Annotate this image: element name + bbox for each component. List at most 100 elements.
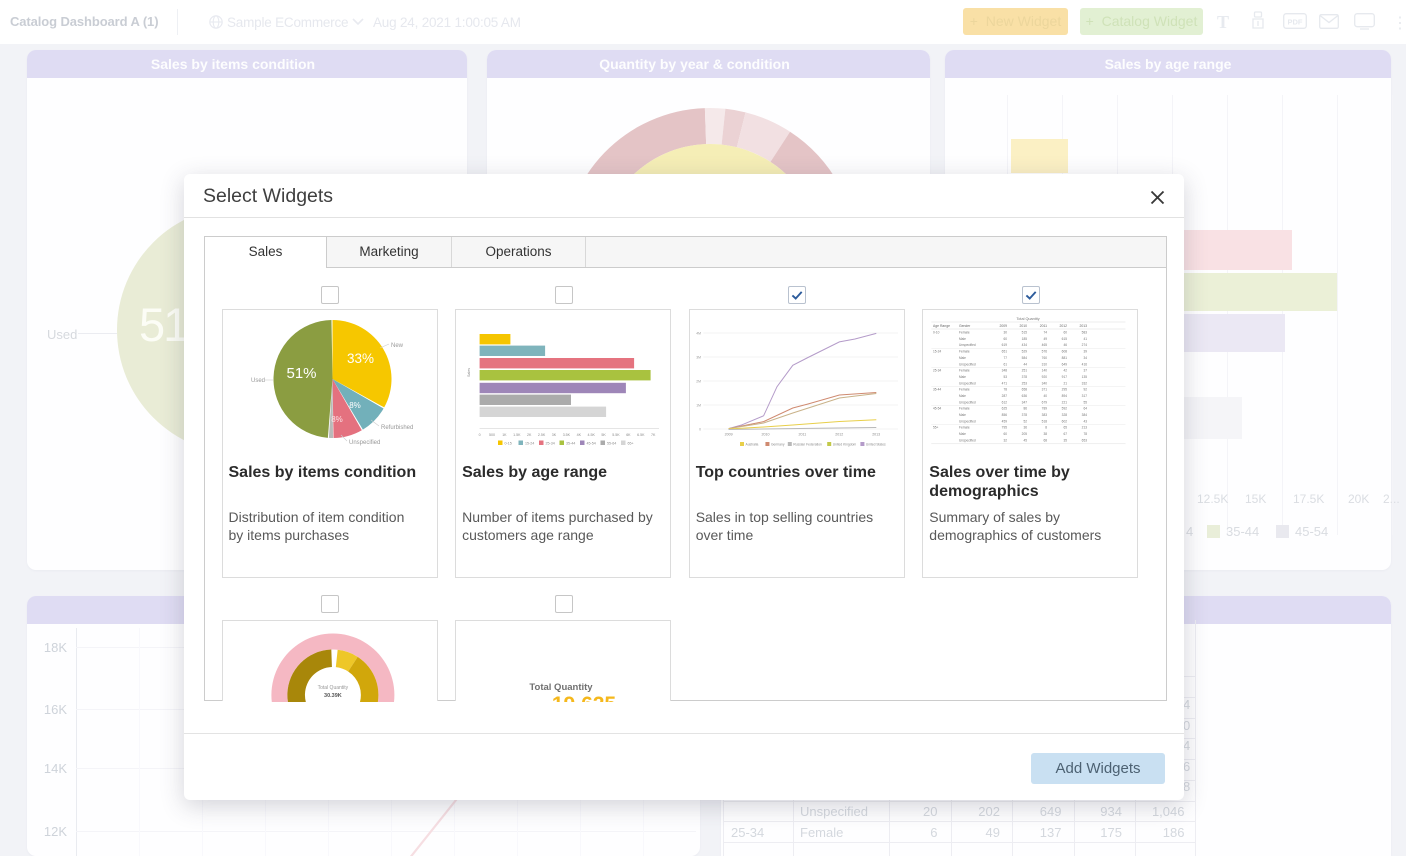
svg-text:2M: 2M xyxy=(696,380,701,384)
svg-text:Male: Male xyxy=(959,413,966,417)
svg-text:86: 86 xyxy=(1024,407,1028,411)
svg-text:55: 55 xyxy=(1084,400,1088,404)
svg-text:295: 295 xyxy=(1062,388,1068,392)
svg-text:77: 77 xyxy=(1004,356,1008,360)
svg-text:881: 881 xyxy=(1062,356,1068,360)
svg-text:287: 287 xyxy=(1002,394,1008,398)
svg-text:789: 789 xyxy=(1042,407,1048,411)
svg-text:619: 619 xyxy=(1002,343,1008,347)
svg-text:39: 39 xyxy=(1084,350,1088,354)
svg-text:3.5K: 3.5K xyxy=(563,433,571,437)
svg-text:1K: 1K xyxy=(502,433,507,437)
svg-text:15-24: 15-24 xyxy=(525,442,534,446)
svg-text:4.5K: 4.5K xyxy=(588,433,596,437)
svg-text:6K: 6K xyxy=(626,433,631,437)
svg-text:340: 340 xyxy=(1042,381,1048,385)
svg-text:Age Range: Age Range xyxy=(933,324,950,328)
svg-text:612: 612 xyxy=(1002,400,1008,404)
svg-text:2009: 2009 xyxy=(724,433,732,437)
svg-text:36: 36 xyxy=(1024,426,1028,430)
svg-text:33%: 33% xyxy=(346,351,373,366)
svg-text:3M: 3M xyxy=(696,356,701,360)
svg-text:658: 658 xyxy=(1022,388,1028,392)
svg-text:78: 78 xyxy=(1084,432,1088,436)
svg-text:55+: 55+ xyxy=(933,426,939,430)
svg-text:328: 328 xyxy=(1062,413,1068,417)
svg-text:45-54: 45-54 xyxy=(587,442,596,446)
svg-text:45-54: 45-54 xyxy=(933,407,941,411)
svg-text:8%: 8% xyxy=(331,415,343,424)
svg-text:653: 653 xyxy=(1082,438,1088,442)
svg-text:185: 185 xyxy=(1022,337,1028,341)
svg-text:274: 274 xyxy=(1082,343,1088,347)
svg-text:53: 53 xyxy=(1004,375,1008,379)
svg-text:5.5K: 5.5K xyxy=(612,433,620,437)
svg-text:Female: Female xyxy=(959,331,970,335)
svg-text:332: 332 xyxy=(1082,381,1088,385)
svg-text:Unspecified: Unspecified xyxy=(959,419,976,423)
svg-text:2010: 2010 xyxy=(761,433,769,437)
svg-text:856: 856 xyxy=(1002,413,1008,417)
svg-text:3K: 3K xyxy=(552,433,557,437)
svg-text:615: 615 xyxy=(1062,337,1068,341)
svg-text:Australia: Australia xyxy=(745,443,758,447)
svg-text:2009: 2009 xyxy=(1000,324,1008,328)
svg-text:30.39K: 30.39K xyxy=(324,693,342,699)
svg-text:60: 60 xyxy=(1004,337,1008,341)
svg-text:2K: 2K xyxy=(527,433,532,437)
svg-text:55-64: 55-64 xyxy=(607,442,616,446)
svg-text:0-15: 0-15 xyxy=(505,442,512,446)
svg-text:44: 44 xyxy=(1024,362,1028,366)
svg-text:65: 65 xyxy=(1064,426,1068,430)
svg-text:2010: 2010 xyxy=(1020,324,1028,328)
svg-text:917: 917 xyxy=(1062,375,1068,379)
svg-text:Male: Male xyxy=(959,356,966,360)
svg-text:74: 74 xyxy=(1044,331,1048,335)
svg-text:140: 140 xyxy=(1042,369,1048,373)
svg-text:465: 465 xyxy=(1042,343,1048,347)
svg-text:0-10: 0-10 xyxy=(933,331,940,335)
svg-text:383: 383 xyxy=(1042,413,1048,417)
svg-text:500: 500 xyxy=(489,433,495,437)
svg-text:21: 21 xyxy=(1064,381,1068,385)
svg-text:32: 32 xyxy=(1004,438,1008,442)
svg-text:378: 378 xyxy=(1022,375,1028,379)
svg-text:348: 348 xyxy=(1002,369,1008,373)
svg-text:894: 894 xyxy=(1062,394,1068,398)
svg-text:378: 378 xyxy=(1022,413,1028,417)
svg-text:38: 38 xyxy=(1044,432,1048,436)
svg-text:Female: Female xyxy=(959,369,970,373)
svg-text:35-44: 35-44 xyxy=(566,442,575,446)
svg-text:0: 0 xyxy=(699,428,701,432)
svg-text:New: New xyxy=(391,343,404,349)
svg-text:651: 651 xyxy=(1002,350,1008,354)
svg-text:Gender: Gender xyxy=(959,324,971,328)
svg-text:2011: 2011 xyxy=(1040,324,1047,328)
svg-text:205: 205 xyxy=(1022,432,1028,436)
svg-text:Total Quantity: Total Quantity xyxy=(530,682,594,693)
svg-text:576: 576 xyxy=(1042,350,1048,354)
svg-text:920: 920 xyxy=(1042,375,1048,379)
svg-text:Unspecified: Unspecified xyxy=(959,438,976,442)
svg-text:602: 602 xyxy=(1062,419,1068,423)
svg-text:584: 584 xyxy=(1022,356,1028,360)
svg-text:United States: United States xyxy=(866,443,886,447)
svg-text:68: 68 xyxy=(1044,438,1048,442)
svg-text:19,625: 19,625 xyxy=(552,693,617,702)
svg-text:384: 384 xyxy=(1082,413,1088,417)
svg-text:1M: 1M xyxy=(696,404,701,408)
svg-text:347: 347 xyxy=(1022,400,1028,404)
svg-text:2012: 2012 xyxy=(1060,324,1068,328)
svg-text:Unspecified: Unspecified xyxy=(349,440,380,446)
svg-text:Male: Male xyxy=(959,375,966,379)
svg-text:Male: Male xyxy=(959,432,966,436)
svg-text:Male: Male xyxy=(959,337,966,341)
svg-text:471: 471 xyxy=(1002,381,1008,385)
svg-text:221: 221 xyxy=(1062,400,1068,404)
svg-text:92: 92 xyxy=(1084,388,1088,392)
svg-text:7K: 7K xyxy=(651,433,656,437)
svg-text:Female: Female xyxy=(959,350,970,354)
svg-text:135: 135 xyxy=(1082,375,1088,379)
svg-text:40: 40 xyxy=(1044,394,1048,398)
svg-text:583: 583 xyxy=(1082,331,1088,335)
